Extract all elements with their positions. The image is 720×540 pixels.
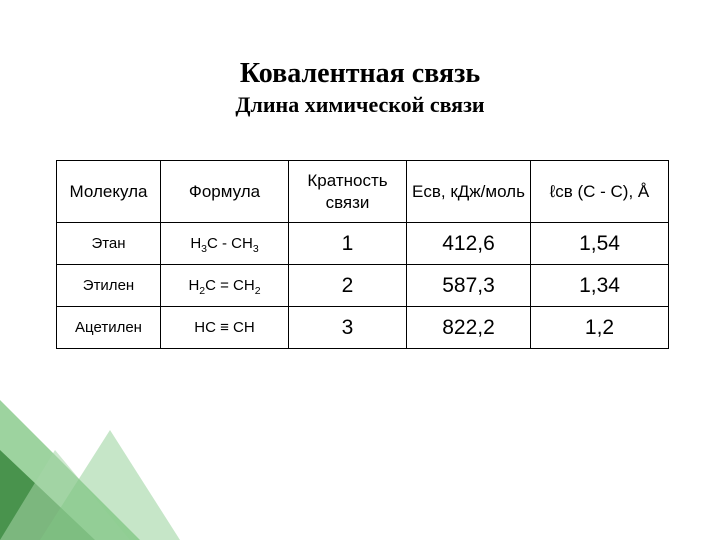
decor-triangle: [0, 450, 95, 540]
slide-title: Ковалентная связь: [0, 58, 720, 90]
cell-length: 1,34: [531, 265, 669, 307]
col-header-3: Eсв, кДж/моль: [407, 161, 531, 223]
cell-formula: H3C - CH3: [161, 223, 289, 265]
col-header-0: Молекула: [57, 161, 161, 223]
table-body: ЭтанH3C - CH31412,61,54ЭтиленH2C = CH225…: [57, 223, 669, 349]
cell-molecule: Ацетилен: [57, 307, 161, 349]
table-container: МолекулаФормулаКратность связиEсв, кДж/м…: [56, 160, 668, 349]
cell-multiplicity: 1: [289, 223, 407, 265]
cell-multiplicity: 2: [289, 265, 407, 307]
cell-formula: HC ≡ CH: [161, 307, 289, 349]
table-row: ЭтиленH2C = CH22587,31,34: [57, 265, 669, 307]
cell-energy: 822,2: [407, 307, 531, 349]
bond-table: МолекулаФормулаКратность связиEсв, кДж/м…: [56, 160, 669, 349]
table-row: ЭтанH3C - CH31412,61,54: [57, 223, 669, 265]
cell-energy: 412,6: [407, 223, 531, 265]
slide: Ковалентная связь Длина химической связи…: [0, 0, 720, 540]
corner-decor: [0, 390, 180, 540]
col-header-1: Формула: [161, 161, 289, 223]
cell-length: 1,54: [531, 223, 669, 265]
cell-multiplicity: 3: [289, 307, 407, 349]
cell-formula: H2C = CH2: [161, 265, 289, 307]
decor-triangle: [0, 400, 140, 540]
table-head: МолекулаФормулаКратность связиEсв, кДж/м…: [57, 161, 669, 223]
cell-molecule: Этилен: [57, 265, 161, 307]
cell-molecule: Этан: [57, 223, 161, 265]
cell-energy: 587,3: [407, 265, 531, 307]
header-row: МолекулаФормулаКратность связиEсв, кДж/м…: [57, 161, 669, 223]
table-row: АцетиленHC ≡ CH3822,21,2: [57, 307, 669, 349]
col-header-2: Кратность связи: [289, 161, 407, 223]
decor-triangle: [0, 450, 130, 540]
col-header-4: ℓсв (С - С), Å: [531, 161, 669, 223]
cell-length: 1,2: [531, 307, 669, 349]
slide-subtitle: Длина химической связи: [0, 92, 720, 118]
decor-triangle: [40, 430, 180, 540]
title-block: Ковалентная связь Длина химической связи: [0, 58, 720, 118]
